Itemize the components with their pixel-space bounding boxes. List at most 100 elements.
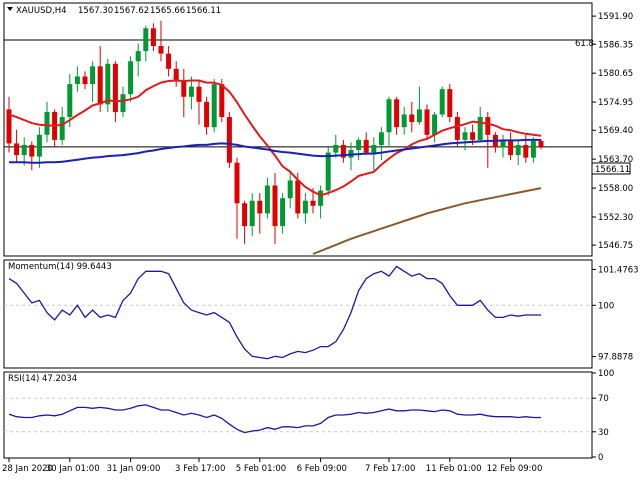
candlestick [59, 106, 65, 145]
x-tick-label: 30 Jan 01:00 [46, 464, 100, 474]
candlestick [173, 61, 179, 87]
y-tick-label: 1546.75 [598, 241, 633, 251]
candle-body [508, 139, 514, 156]
candlestick [394, 96, 400, 135]
candle-body [310, 200, 316, 206]
rsi-y-tick-label: 100 [598, 369, 614, 379]
candle-body [82, 76, 88, 85]
candle-body [143, 28, 149, 52]
candlestick [97, 46, 103, 112]
candle-body [105, 63, 111, 105]
x-tick-label: 12 Feb 09:00 [487, 464, 543, 474]
candlestick [386, 96, 392, 148]
candle-body [515, 144, 521, 156]
main-plot-area [4, 20, 592, 255]
candle-body [356, 139, 362, 151]
candlestick [234, 157, 240, 239]
candle-body [211, 84, 217, 128]
candlestick [356, 137, 362, 161]
candle-body [219, 84, 225, 118]
candle-body [386, 99, 392, 133]
candlestick [485, 111, 491, 168]
candlestick [90, 61, 96, 102]
candle-body [135, 51, 141, 62]
candle-body [363, 139, 369, 153]
candlestick [454, 111, 460, 148]
candlestick [120, 86, 126, 118]
candlestick [401, 106, 407, 135]
candle-body [128, 61, 134, 95]
candlestick [325, 147, 331, 196]
momentum-line [8, 265, 541, 360]
candle-body [264, 185, 270, 214]
x-tick-label: 6 Feb 09:00 [297, 464, 347, 474]
candle-body [226, 117, 232, 163]
y-tick-label: 1552.30 [598, 213, 633, 223]
candlestick [29, 141, 35, 171]
y-tick-label: 1558.00 [598, 184, 633, 194]
candle-body [302, 200, 308, 214]
sma-mid-line [9, 138, 541, 164]
candlestick [439, 86, 445, 118]
candle-body [188, 86, 194, 97]
candlestick [6, 96, 12, 153]
candle-body [90, 66, 96, 85]
candle-body [67, 84, 73, 118]
candle-body [21, 144, 27, 156]
candle-body [295, 180, 301, 214]
candle-body [242, 203, 248, 227]
candle-body [378, 132, 384, 145]
y-tick-label: 1586.35 [598, 40, 633, 50]
candle-body [477, 117, 483, 140]
candle-body [394, 99, 400, 128]
x-tick-label: 28 Jan 2020 [2, 464, 53, 474]
x-tick-label: 31 Jan 09:00 [107, 464, 161, 474]
candlestick [14, 129, 20, 163]
rsi-line [8, 404, 541, 434]
candlestick [340, 139, 346, 163]
candlestick [128, 56, 134, 102]
rsi-panel-frame [3, 371, 593, 459]
high-value: 1567.62 [114, 6, 149, 16]
candle-body [173, 68, 179, 82]
candle-body [29, 144, 35, 157]
rsi-y-tick-label: 70 [598, 394, 609, 404]
candle-body [36, 134, 42, 157]
candlestick [416, 86, 422, 125]
rsi-plot-area [4, 397, 592, 434]
collapse-triangle-icon[interactable] [7, 7, 13, 11]
candle-body [257, 200, 263, 214]
candlestick [82, 71, 88, 90]
candlestick [257, 193, 263, 234]
x-tick-label: 5 Feb 01:00 [236, 464, 286, 474]
candle-body [447, 89, 453, 118]
candlestick [462, 127, 468, 151]
candle-body [6, 109, 12, 144]
candlestick [477, 106, 483, 143]
candle-body [97, 66, 103, 105]
chart-header: XAUUSD,H4 1567.30 1567.62 1565.66 1566.1… [7, 6, 221, 16]
y-axis-labels: 1591.90 1586.35 1580.65 1574.95 1569.40 1563.… [592, 12, 639, 463]
y-tick-label: 1574.95 [598, 98, 633, 108]
candlestick [21, 137, 27, 166]
candle-body [44, 111, 50, 135]
candlestick [226, 111, 232, 168]
candle-body [523, 144, 529, 158]
momentum-title: Momentum(14) 99.6443 [8, 262, 112, 272]
candle-body [204, 101, 210, 128]
candlestick [287, 172, 293, 209]
y-tick-label: 1563.70 [598, 155, 633, 165]
candlestick [409, 101, 415, 133]
candlestick [333, 134, 339, 158]
candle-body [409, 114, 415, 123]
candlestick [500, 134, 506, 158]
momentum-y-tick-label: 101.4763 [598, 265, 639, 275]
candlestick [378, 127, 384, 161]
candle-body [432, 114, 438, 135]
y-tick-label: 1591.90 [598, 12, 633, 22]
candlestick [515, 139, 521, 166]
momentum-panel-frame [3, 259, 593, 369]
candle-body [120, 94, 126, 112]
